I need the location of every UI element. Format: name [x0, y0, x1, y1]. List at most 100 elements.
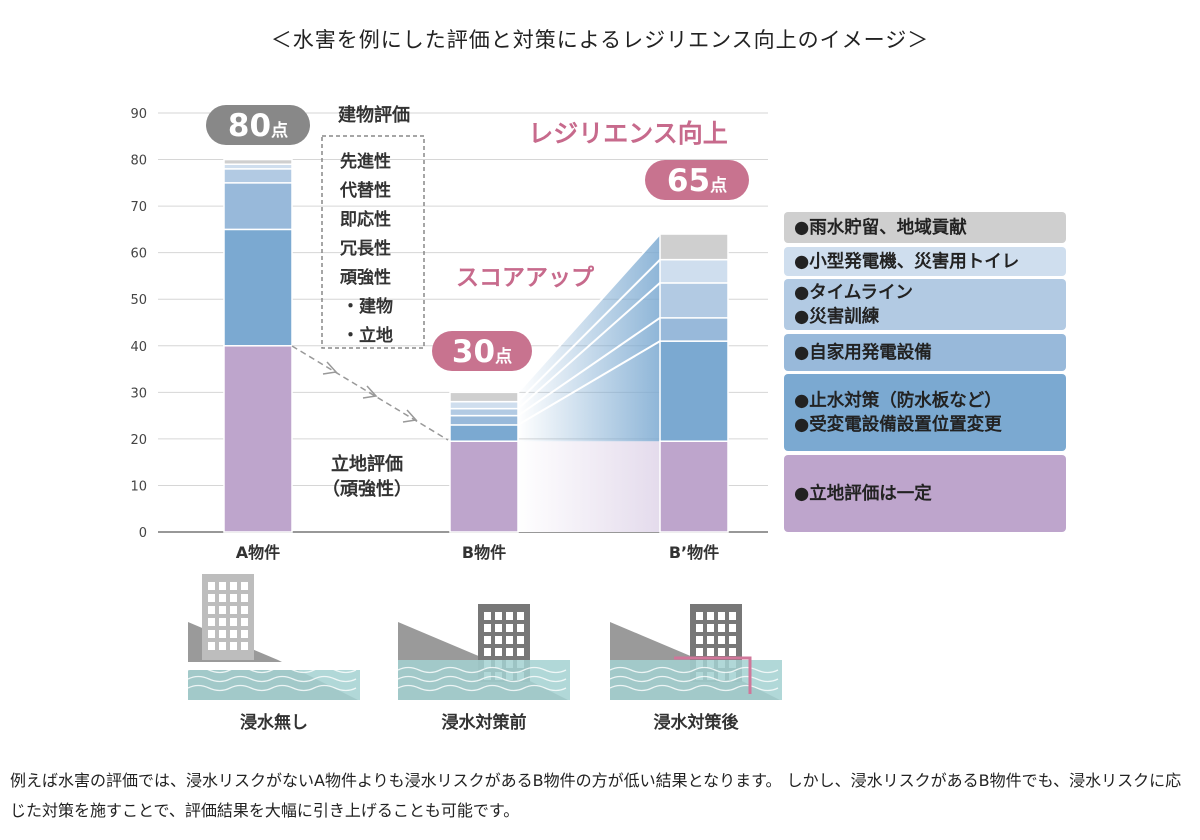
- building-illustration: [187, 574, 360, 700]
- chart-title: ＜水害を例にした評価と対策によるレジリエンス向上のイメージ＞: [270, 28, 930, 52]
- building-window: [506, 624, 513, 632]
- y-tick-label: 60: [130, 247, 147, 262]
- water-wave: [187, 684, 357, 692]
- legend-item: ●タイムライン ●災害訓練: [784, 279, 1066, 330]
- building-window: [729, 648, 736, 656]
- water-wave: [187, 666, 357, 674]
- bar-segment: [449, 414, 519, 426]
- building-window: [707, 624, 714, 632]
- building-window: [729, 636, 736, 644]
- bar-segment: [449, 391, 519, 403]
- building-window: [219, 642, 226, 650]
- building-window: [230, 606, 237, 614]
- building-illustration: [397, 604, 570, 700]
- bar-segment: [449, 400, 519, 410]
- bar-segment: [659, 440, 729, 533]
- building-window: [696, 648, 703, 656]
- illustration-label: 浸水対策後: [654, 712, 740, 733]
- building-window: [241, 606, 248, 614]
- building-eval-item: 代替性: [339, 180, 391, 201]
- y-tick-label: 80: [130, 154, 147, 169]
- building-window: [718, 648, 725, 656]
- legend-item: ●雨水貯留、地域貢献: [784, 212, 1066, 243]
- bar-segment: [659, 317, 729, 342]
- building-window: [495, 624, 502, 632]
- building-window: [517, 648, 524, 656]
- caption: 例えば水害の評価では、浸水リスクがないA物件よりも浸水リスクがあるB物件の方が低…: [10, 771, 1182, 820]
- building-window: [506, 636, 513, 644]
- score-up-label: スコアアップ: [456, 265, 595, 291]
- building-window: [484, 648, 491, 656]
- arrow-head: [322, 361, 338, 375]
- site-eval-label: 立地評価: [331, 453, 403, 475]
- site-eval-label: （頑強性）: [322, 478, 412, 500]
- building-window: [484, 636, 491, 644]
- bar-segment: [659, 233, 729, 261]
- arrow-head: [362, 385, 378, 399]
- building-window: [718, 636, 725, 644]
- building-window: [241, 582, 248, 590]
- y-tick-label: 50: [130, 293, 147, 308]
- building-eval-box: [321, 135, 425, 349]
- legend-item: ●自家用発電設備: [784, 334, 1066, 371]
- building-window: [241, 594, 248, 602]
- building-window: [230, 642, 237, 650]
- building-window: [230, 582, 237, 590]
- bar-segment: [223, 228, 293, 347]
- building-window: [495, 612, 502, 620]
- resilience-label: レジリエンス向上: [528, 119, 728, 148]
- building-eval-heading: 建物評価: [338, 104, 410, 126]
- building-eval-item: 頑強性: [339, 267, 391, 288]
- bar-segment: [223, 345, 293, 533]
- y-tick-label: 10: [130, 479, 147, 494]
- building-eval-item: 先進性: [340, 151, 391, 172]
- bar-segment: [659, 340, 729, 442]
- legend-item-label: ●自家用発電設備: [794, 342, 932, 363]
- ghost-band-divider: [517, 317, 661, 417]
- x-category-label: B’物件: [669, 543, 719, 562]
- stacked-bar-chart: 0 10 20 30 40 50 60 70 80 90 A物件 B物件 B’物件 80点 30点 65点 建物…: [130, 104, 782, 733]
- water-wave: [397, 675, 567, 683]
- arrow-head: [402, 409, 418, 423]
- flood-water: [610, 660, 782, 700]
- legend-item-label: ●止水対策（防水板など）: [794, 390, 1002, 411]
- y-tick-label: 20: [130, 433, 147, 448]
- bar-segment: [223, 158, 293, 165]
- legend-item-label: ●タイムライン: [794, 282, 914, 303]
- building-window: [495, 636, 502, 644]
- ghost-band-divider: [517, 258, 661, 403]
- legend-item-label: ●災害訓練: [794, 306, 880, 327]
- building-window: [718, 624, 725, 632]
- building-window: [219, 618, 226, 626]
- score-badge: [206, 105, 310, 145]
- water-wave: [187, 675, 357, 683]
- building-window: [219, 606, 226, 614]
- legend-item-label: ●立地評価は一定: [794, 483, 932, 504]
- building-window: [729, 624, 736, 632]
- building-window: [208, 630, 215, 638]
- building-window: [718, 612, 725, 620]
- bar-segment: [449, 440, 519, 533]
- x-category-label: B物件: [462, 543, 506, 562]
- y-tick-label: 0: [139, 526, 147, 541]
- y-tick-label: 70: [130, 200, 147, 215]
- building-window: [506, 648, 513, 656]
- building-window: [696, 636, 703, 644]
- score-value: 30点: [452, 334, 512, 370]
- bar-segment: [659, 258, 729, 284]
- building-window: [517, 612, 524, 620]
- building-window: [484, 624, 491, 632]
- building-window: [241, 618, 248, 626]
- legend-item-label: ●受変電設備設置位置変更: [794, 414, 1002, 435]
- legend-item: ●止水対策（防水板など） ●受変電設備設置位置変更: [784, 374, 1066, 451]
- building-window: [696, 624, 703, 632]
- ghost-band-site: [518, 441, 660, 532]
- building-window: [696, 612, 703, 620]
- bar-segment: [223, 168, 293, 184]
- ghost-band-divider: [517, 233, 661, 394]
- building-window: [208, 594, 215, 602]
- building-window: [517, 636, 524, 644]
- y-tick-label: 90: [130, 107, 147, 122]
- water: [188, 670, 360, 700]
- building-eval-item: 即応性: [340, 209, 391, 230]
